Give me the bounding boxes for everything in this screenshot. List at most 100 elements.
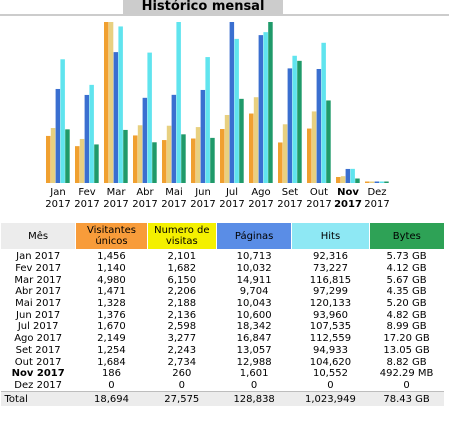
cell-visitors: 4,980 xyxy=(97,274,126,286)
tick-label-1-0: Fev xyxy=(78,187,95,198)
header-hits: Hits xyxy=(291,223,370,249)
total-pages: 128,838 xyxy=(216,391,292,407)
bar-hits-1 xyxy=(89,84,94,183)
cell-visits: 1,682 xyxy=(167,263,197,275)
tick-label-9-1: 2017 xyxy=(306,199,331,210)
table-row: Jun 2017 1,376 2,136 10,600 93,960 4.82 GB xyxy=(1,309,445,321)
tick-label-10-0: Nov xyxy=(337,187,359,198)
tick-label-5-0: Jun xyxy=(194,187,211,198)
cell-pages: 9,704 xyxy=(239,286,269,298)
cell-pages: 18,342 xyxy=(236,321,272,333)
bar-bytes-7 xyxy=(268,22,273,183)
cell-visitors: 0 xyxy=(108,379,115,391)
bar-visitantes-únicos-2 xyxy=(104,22,109,183)
cell-hits: 73,227 xyxy=(312,263,348,275)
tick-label-6-1: 2017 xyxy=(219,199,244,210)
bar-páginas-8 xyxy=(287,68,293,183)
table-row: Jul 2017 1,670 2,598 18,342 107,535 8.99 GB xyxy=(1,321,445,333)
bar-páginas-0 xyxy=(55,88,61,183)
bar-hits-2 xyxy=(118,26,123,184)
table-row: Fev 2017 1,140 1,682 10,032 73,227 4.12 GB xyxy=(1,263,445,275)
cell-visitors: 1,140 xyxy=(97,263,126,275)
table-row: Jan 2017 1,456 2,101 10,713 92,316 5.73 GB xyxy=(1,251,445,263)
bar-visitantes-únicos-0 xyxy=(46,135,51,183)
table-header-row: Mês Visitantes únicos Numero de visitas … xyxy=(0,223,444,249)
cell-visitors: 186 xyxy=(101,368,122,380)
bar-hits-7 xyxy=(263,32,268,184)
bar-bytes-5 xyxy=(210,137,215,183)
tick-label-8-0: Set xyxy=(282,187,299,198)
total-bytes: 78.43 GB xyxy=(369,391,444,407)
table-row: Mar 2017 4,980 6,150 14,911 116,815 5.67 GB xyxy=(1,274,445,286)
cell-bytes: 5.20 GB xyxy=(386,298,427,310)
cell-visits: 2,243 xyxy=(167,344,197,356)
cell-month: Jan 2017 xyxy=(16,251,61,263)
monthly-stats-table: Mês Visitantes únicos Numero de visitas … xyxy=(0,223,445,407)
tick-label-7-0: Ago xyxy=(251,187,270,198)
table-row: Mai 2017 1,328 2,188 10,043 120,133 5.20 GB xyxy=(1,298,445,310)
total-label: Total xyxy=(0,391,76,407)
bar-hits-4 xyxy=(176,22,181,183)
cell-hits: 0 xyxy=(327,379,334,391)
tick-label-6-0: Jul xyxy=(225,187,238,198)
cell-bytes: 13.05 GB xyxy=(383,344,430,356)
table-row: Set 2017 1,254 2,243 13,057 94,933 13.05 GB xyxy=(1,345,445,357)
cell-pages: 1,601 xyxy=(239,368,269,380)
total-row: Total 18,694 27,575 128,838 1,023,949 78.43 G… xyxy=(0,391,444,407)
monthly-history-chart: Jan2017Fev2017Mar2017Abr2017Mai2017Jun20… xyxy=(45,22,390,210)
bar-visitantes-únicos-3 xyxy=(133,135,138,183)
cell-pages: 12,988 xyxy=(236,356,272,368)
total-hits: 1,023,949 xyxy=(291,391,370,407)
bar-visitantes-únicos-1 xyxy=(75,146,80,183)
bar-bytes-1 xyxy=(94,144,99,183)
bar-numero-de-visitas-0 xyxy=(50,127,56,183)
cell-hits: 120,133 xyxy=(309,298,352,310)
bar-hits-8 xyxy=(292,55,297,183)
bar-páginas-6 xyxy=(229,22,235,183)
bar-páginas-1 xyxy=(84,94,90,183)
tick-label-2-1: 2017 xyxy=(103,199,128,210)
bar-bytes-3 xyxy=(152,142,157,183)
bar-numero-de-visitas-5 xyxy=(195,127,201,183)
tick-label-10-1: 2017 xyxy=(334,199,362,210)
cell-month: Mai 2017 xyxy=(15,298,62,310)
cell-pages: 13,057 xyxy=(236,344,272,356)
cell-bytes: 5.67 GB xyxy=(386,274,427,286)
bar-páginas-9 xyxy=(316,68,322,183)
bar-visitantes-únicos-9 xyxy=(307,128,312,183)
cell-visits: 0 xyxy=(178,379,185,391)
cell-hits: 92,316 xyxy=(312,251,348,263)
table-row: Ago 2017 2,149 3,277 16,847 112,559 17.20 GB xyxy=(1,333,445,345)
cell-month: Dez 2017 xyxy=(14,379,63,391)
bar-numero-de-visitas-8 xyxy=(282,124,288,183)
cell-hits: 94,933 xyxy=(312,344,348,356)
bar-numero-de-visitas-3 xyxy=(137,125,143,183)
bar-numero-de-visitas-11 xyxy=(369,181,375,183)
bar-numero-de-visitas-7 xyxy=(253,97,259,183)
tick-label-0-0: Jan xyxy=(49,187,65,198)
cell-visitors: 1,254 xyxy=(97,344,126,356)
cell-month: Out 2017 xyxy=(14,356,62,368)
bar-bytes-9 xyxy=(326,100,331,183)
bar-visitantes-únicos-10 xyxy=(336,176,341,183)
cell-visits: 6,150 xyxy=(167,274,197,286)
cell-pages: 10,032 xyxy=(236,263,272,275)
bar-bytes-11 xyxy=(384,181,389,183)
bar-bytes-0 xyxy=(65,129,70,183)
cell-month: Ago 2017 xyxy=(14,333,63,345)
bar-páginas-5 xyxy=(200,89,206,183)
total-visitors: 18,694 xyxy=(75,391,148,407)
bar-numero-de-visitas-2 xyxy=(108,22,114,183)
table-row: Out 2017 1,684 2,734 12,988 104,620 8.82 GB xyxy=(1,356,445,368)
table-row: Abr 2017 1,471 2,206 9,704 97,299 4.35 GB xyxy=(1,286,445,298)
cell-month: Jun 2017 xyxy=(16,309,61,321)
bar-hits-5 xyxy=(205,57,210,183)
title-rule xyxy=(0,14,449,16)
tick-label-11-0: Dez xyxy=(367,187,386,198)
cell-visitors: 1,376 xyxy=(97,309,126,321)
cell-hits: 116,815 xyxy=(309,274,352,286)
cell-month: Set 2017 xyxy=(15,344,61,356)
cell-visitors: 1,471 xyxy=(97,286,126,298)
table-row: Dez 2017 0 0 0 0 0 xyxy=(1,380,445,392)
bar-bytes-4 xyxy=(181,134,186,183)
